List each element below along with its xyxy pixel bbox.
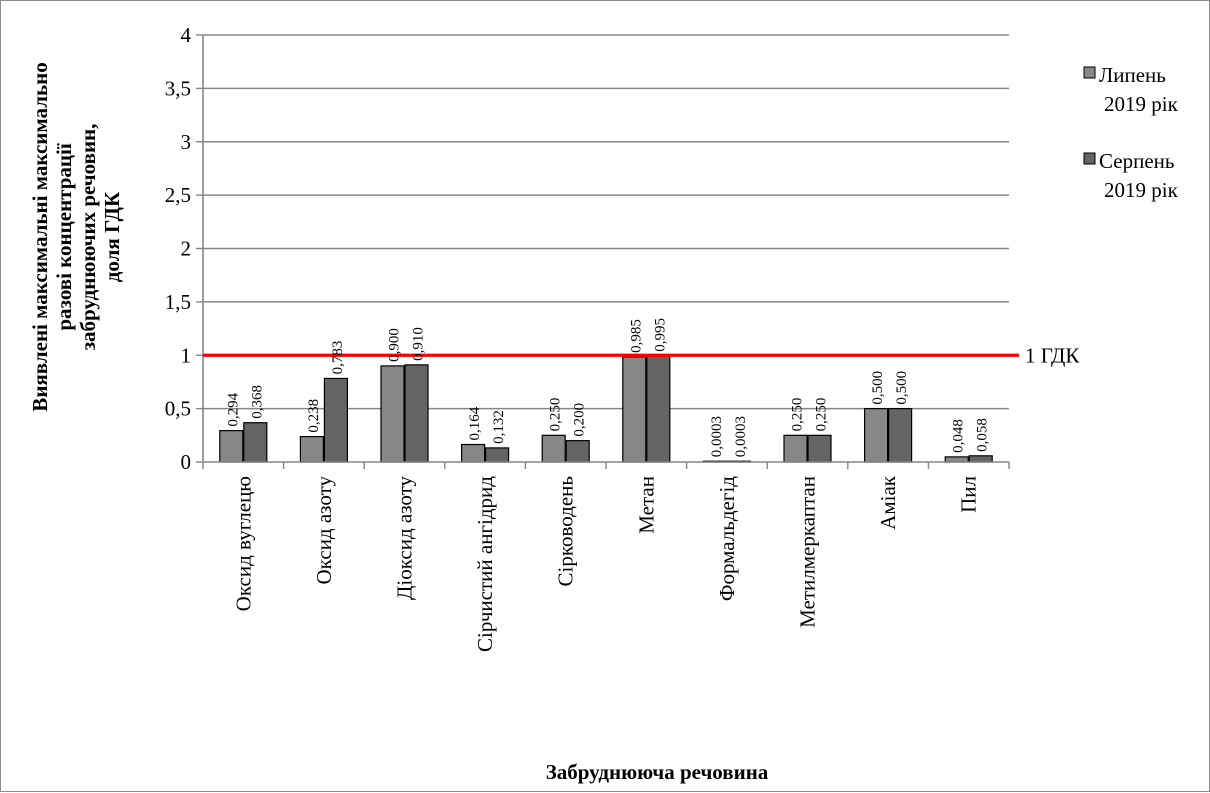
- data-label: 0,164: [467, 406, 483, 440]
- bar: [541, 434, 566, 463]
- bar: [461, 443, 486, 463]
- data-label: 0,132: [491, 410, 507, 444]
- bar: [863, 408, 889, 463]
- bar: [323, 377, 348, 463]
- bar: [565, 440, 590, 463]
- bar: [299, 435, 324, 463]
- bar: [243, 422, 268, 463]
- x-category-label: Сірководень: [554, 476, 578, 586]
- data-label: 0,048: [951, 419, 967, 453]
- tick-labels: 0 0,5 1 1,5 2 2,5 3 3,5 4 Оксид вуглецю Оксид азот…: [165, 23, 981, 652]
- data-label: 0,995: [652, 318, 668, 352]
- y-axis-title-line: разові концентрації: [52, 143, 76, 331]
- y-axis-title-line: забруднюючих речовин,: [76, 124, 100, 351]
- data-label: 0,900: [387, 328, 403, 362]
- axis-titles: Виявлені максимальні максимально разові к…: [28, 62, 769, 784]
- legend-label: 2019 рік: [1104, 92, 1179, 116]
- x-category-label: Формальдегід: [715, 476, 739, 601]
- bar: [380, 365, 405, 463]
- reference-line-label: 1 ГДК: [1025, 343, 1080, 367]
- y-axis-title-line: доля ГДК: [100, 191, 124, 282]
- legend-label: Серпень: [1099, 149, 1174, 173]
- data-label: 0,294: [225, 392, 241, 426]
- data-label: 0,985: [628, 319, 644, 353]
- data-label: 0,250: [790, 398, 806, 432]
- bar: [219, 430, 244, 463]
- data-label: 0,250: [548, 398, 564, 432]
- legend-swatch: [1083, 152, 1096, 165]
- data-label: 0,500: [870, 371, 886, 405]
- legend: Липень 2019 рік Серпень 2019 рік: [1083, 63, 1179, 202]
- bar: [485, 447, 510, 463]
- data-label: 0,058: [975, 418, 991, 452]
- x-axis-title: Забруднююча речовина: [546, 760, 769, 784]
- y-tick-label: 2,5: [165, 183, 191, 207]
- x-category-label: Оксид азоту: [312, 476, 336, 585]
- data-label: 0,910: [411, 327, 427, 361]
- x-category-label: Діоксид азоту: [393, 476, 417, 600]
- y-tick-label: 0: [181, 450, 192, 474]
- reference-line-group: 1 ГДК: [203, 343, 1080, 367]
- data-labels: 0,294 0,368 0,238 0,783 0,900 0,910 0,164 0,132…: [225, 318, 990, 457]
- legend-swatch: [1083, 66, 1096, 79]
- bar: [404, 364, 429, 463]
- x-category-label: Метилмеркаптан: [796, 476, 820, 628]
- y-tick-label: 3: [181, 130, 192, 154]
- bar: [968, 455, 993, 463]
- bar: [622, 356, 647, 463]
- y-tick-label: 2: [181, 237, 192, 261]
- y-tick-label: 1,5: [165, 290, 191, 314]
- legend-label: Липень: [1099, 63, 1166, 87]
- data-label: 0,238: [306, 399, 322, 433]
- x-category-label: Сірчистий ангідрид: [473, 476, 497, 652]
- x-category-label: Аміак: [876, 475, 900, 530]
- data-label: 0,500: [894, 371, 910, 405]
- data-label: 0,783: [330, 341, 346, 375]
- data-label: 0,0003: [733, 416, 749, 457]
- bar: [646, 355, 671, 463]
- data-label: 0,250: [814, 398, 830, 432]
- x-category-label: Пил: [957, 476, 981, 513]
- y-tick-label: 0,5: [165, 397, 191, 421]
- bar: [887, 408, 913, 463]
- data-label: 0,0003: [709, 416, 725, 457]
- bar: [807, 434, 832, 463]
- legend-label: 2019 рік: [1104, 178, 1179, 202]
- y-tick-label: 4: [181, 23, 192, 47]
- bar: [783, 434, 808, 463]
- axes: [196, 34, 1010, 469]
- data-label: 0,200: [572, 403, 588, 437]
- grid-lines: [203, 34, 1009, 410]
- y-axis-title-line: Виявлені максимальні максимально: [28, 62, 52, 411]
- y-tick-label: 3,5: [165, 76, 191, 100]
- x-category-label: Оксид вуглецю: [231, 476, 255, 611]
- x-category-label: Метан: [634, 476, 658, 534]
- y-tick-label: 1: [181, 343, 192, 367]
- data-label: 0,368: [249, 385, 265, 419]
